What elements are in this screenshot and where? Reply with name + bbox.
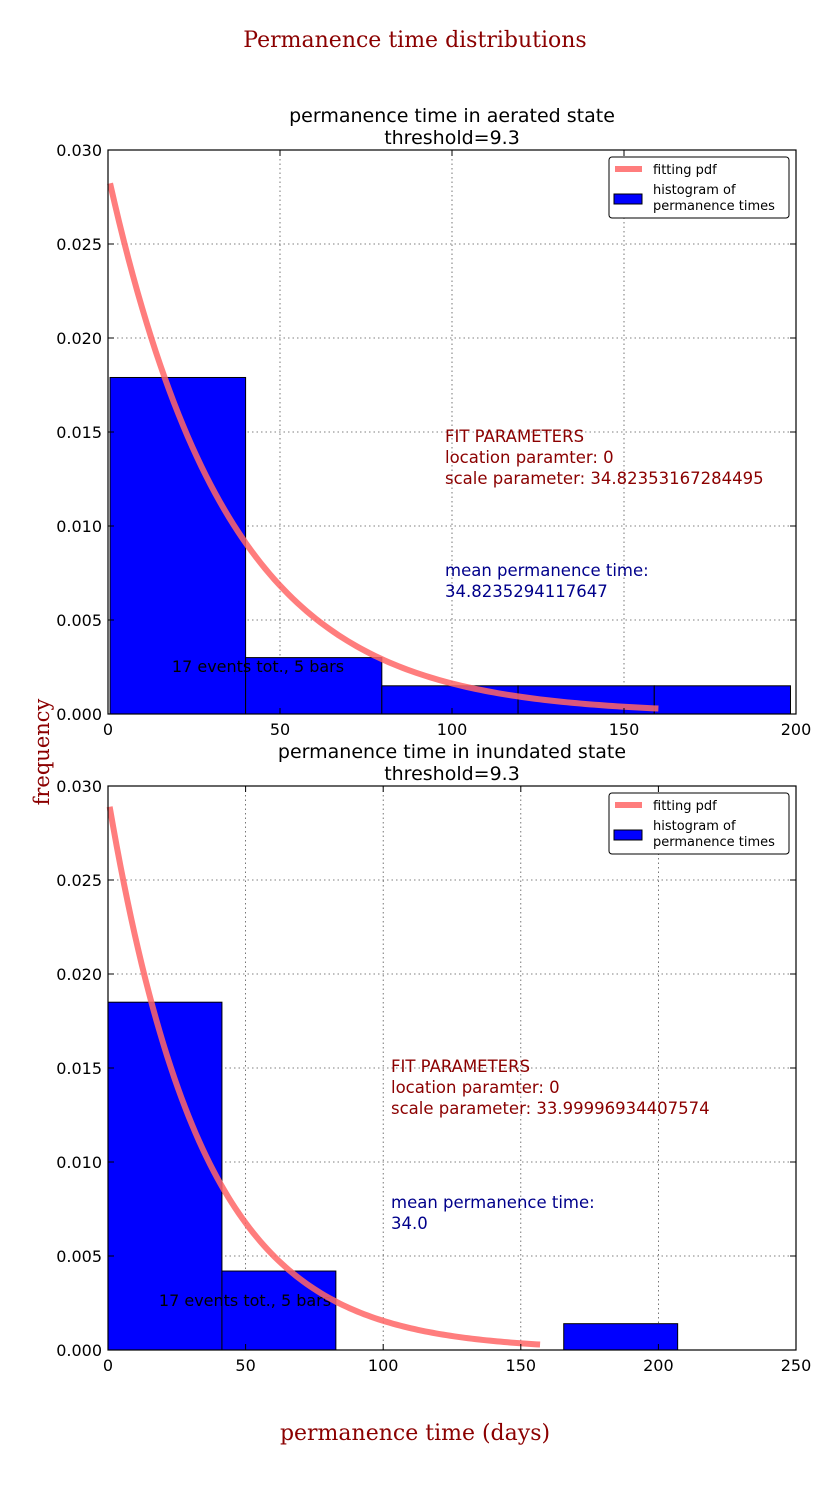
x-tick-label: 50 bbox=[235, 1356, 255, 1375]
mean-value: 34.0 bbox=[391, 1214, 428, 1233]
y-tick-label: 0.020 bbox=[56, 329, 102, 348]
legend-pdf-label: fitting pdf bbox=[653, 163, 717, 178]
legend-hist-label-2: permanence times bbox=[653, 199, 775, 214]
y-tick-label: 0.015 bbox=[56, 1059, 102, 1078]
y-tick-label: 0.000 bbox=[56, 705, 102, 724]
chart-title: permanence time in inundated state bbox=[278, 741, 626, 763]
legend-hist-label-2: permanence times bbox=[653, 835, 775, 850]
legend-hist-swatch bbox=[613, 193, 643, 205]
y-tick-label: 0.005 bbox=[56, 611, 102, 630]
events-note: 17 events tot., 5 bars bbox=[159, 1291, 331, 1310]
fit-location-text: location paramter: 0 bbox=[391, 1078, 560, 1097]
legend-hist-label-1: histogram of bbox=[653, 183, 736, 198]
y-tick-label: 0.025 bbox=[56, 871, 102, 890]
chart-title: permanence time in aerated state bbox=[289, 105, 615, 127]
histogram-bar bbox=[107, 1001, 223, 1351]
fit-parameters-label: FIT PARAMETERS bbox=[445, 427, 584, 446]
events-note: 17 events tot., 5 bars bbox=[172, 657, 344, 676]
mean-value: 34.8235294117647 bbox=[445, 582, 608, 601]
histogram-bar bbox=[245, 657, 383, 715]
histogram-bar bbox=[381, 685, 519, 715]
chart-inundated: 17 events tot., 5 bars 0 50 100 150 200 250 0.0… bbox=[56, 741, 811, 1375]
x-tick-label: 200 bbox=[781, 720, 812, 739]
y-tick-label: 0.000 bbox=[56, 1341, 102, 1360]
legend-box bbox=[608, 156, 790, 219]
y-tick-label: 0.005 bbox=[56, 1247, 102, 1266]
mean-label: mean permanence time: bbox=[445, 561, 649, 580]
y-tick-label: 0.020 bbox=[56, 965, 102, 984]
y-tick-label: 0.030 bbox=[56, 141, 102, 160]
figure-suptitle: Permanence time distributions bbox=[243, 28, 586, 53]
fit-parameters-label: FIT PARAMETERS bbox=[391, 1057, 530, 1076]
x-tick-label: 250 bbox=[781, 1356, 812, 1375]
chart-subtitle: threshold=9.3 bbox=[384, 763, 520, 785]
x-tick-label: 200 bbox=[643, 1356, 674, 1375]
histogram-bar bbox=[221, 1270, 337, 1351]
histogram-bar bbox=[653, 685, 791, 715]
x-tick-label: 100 bbox=[368, 1356, 399, 1375]
x-tick-label: 50 bbox=[270, 720, 290, 739]
y-tick-label: 0.025 bbox=[56, 235, 102, 254]
chart-aerated: 17 events tot., 5 bars 0 50 100 150 200 0.000 0… bbox=[56, 105, 811, 739]
legend-hist-swatch bbox=[613, 829, 643, 841]
legend-pdf-label: fitting pdf bbox=[653, 799, 717, 814]
fit-location-text: location paramter: 0 bbox=[445, 448, 614, 467]
y-tick-label: 0.015 bbox=[56, 423, 102, 442]
pdf-line bbox=[106, 806, 541, 1348]
fit-scale-text: scale parameter: 33.99996934407574 bbox=[391, 1099, 710, 1118]
figure-ylabel: frequency bbox=[30, 698, 54, 805]
x-tick-label: 100 bbox=[437, 720, 468, 739]
figure-xlabel: permanence time (days) bbox=[280, 1421, 550, 1446]
pdf-line bbox=[107, 182, 659, 712]
legend-hist-label-1: histogram of bbox=[653, 819, 736, 834]
x-tick-label: 0 bbox=[103, 720, 113, 739]
fit-scale-text: scale parameter: 34.82353167284495 bbox=[445, 469, 764, 488]
y-tick-label: 0.010 bbox=[56, 517, 102, 536]
x-tick-label: 0 bbox=[103, 1356, 113, 1375]
y-tick-label: 0.030 bbox=[56, 777, 102, 796]
chart-subtitle: threshold=9.3 bbox=[384, 127, 520, 149]
x-tick-label: 150 bbox=[506, 1356, 537, 1375]
histogram-bar bbox=[109, 376, 247, 715]
legend-box bbox=[608, 792, 790, 855]
histogram-bar bbox=[563, 1323, 679, 1351]
x-tick-label: 150 bbox=[609, 720, 640, 739]
y-tick-label: 0.010 bbox=[56, 1153, 102, 1172]
mean-label: mean permanence time: bbox=[391, 1193, 595, 1212]
